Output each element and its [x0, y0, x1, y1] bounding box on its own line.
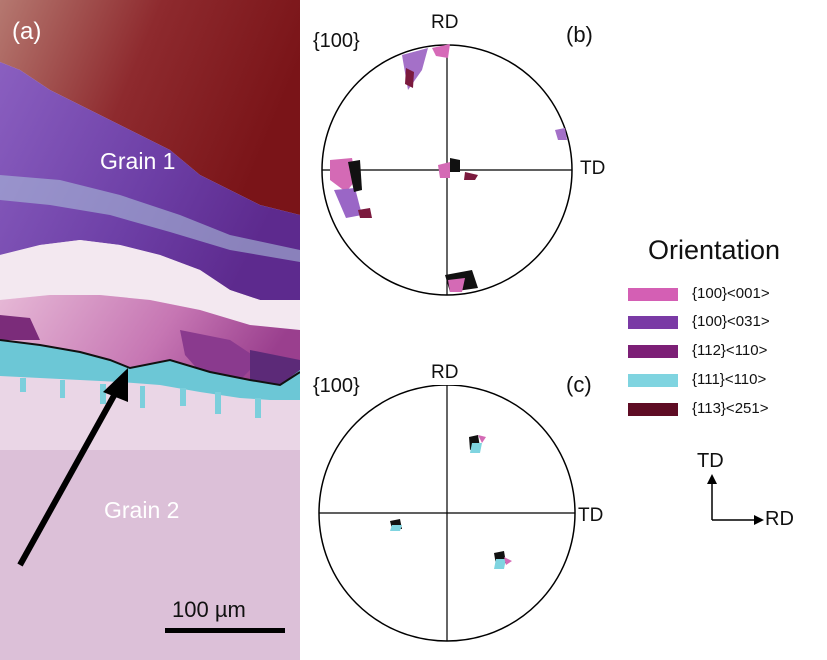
legend-item: {100}<001>	[628, 285, 818, 307]
pole-points-b	[330, 44, 567, 292]
legend-item: {113}<251>	[628, 400, 818, 422]
panel-c-family: {100}	[313, 375, 360, 397]
panel-b-td-label: TD	[580, 158, 606, 179]
orientation-map-graphic	[0, 0, 300, 660]
legend-title: Orientation	[648, 235, 781, 265]
legend-label: {100}<001>	[692, 285, 770, 302]
panel-c-rd-label: RD	[431, 362, 459, 383]
arrow-icon	[17, 368, 128, 567]
axes-key-arrows	[707, 474, 764, 525]
legend-swatch	[628, 288, 678, 301]
panel-b-tag: (b)	[566, 22, 593, 47]
pole-figure-c	[318, 385, 576, 642]
orientation-map	[0, 0, 300, 660]
legend-label: {100}<031>	[692, 313, 770, 330]
legend-item: {100}<031>	[628, 313, 818, 335]
pole-figure-b	[321, 44, 573, 296]
legend-item: {112}<110>	[628, 342, 818, 364]
legend-item: {111}<110>	[628, 371, 818, 393]
grain2-label: Grain 2	[104, 497, 180, 523]
legend-label: {112}<110>	[692, 342, 768, 359]
panel-c-td-label: TD	[578, 505, 604, 526]
legend-swatch	[628, 316, 678, 329]
legend-swatch	[628, 403, 678, 416]
scale-bar	[165, 628, 285, 633]
panel-b-rd-label: RD	[431, 12, 459, 33]
pole-points-c	[390, 435, 512, 569]
legend-label: {111}<110>	[692, 371, 767, 388]
panel-b-family: {100}	[313, 30, 360, 52]
scalebar-label: 100 µm	[172, 597, 246, 622]
legend-swatch	[628, 374, 678, 387]
axes-key-rd: RD	[765, 508, 794, 530]
grain1-label: Grain 1	[100, 148, 176, 174]
panel-a-tag: (a)	[12, 18, 42, 45]
legend-label: {113}<251>	[692, 400, 769, 417]
legend-swatch	[628, 345, 678, 358]
panel-c-tag: (c)	[566, 372, 592, 397]
axes-key-td: TD	[697, 450, 724, 472]
